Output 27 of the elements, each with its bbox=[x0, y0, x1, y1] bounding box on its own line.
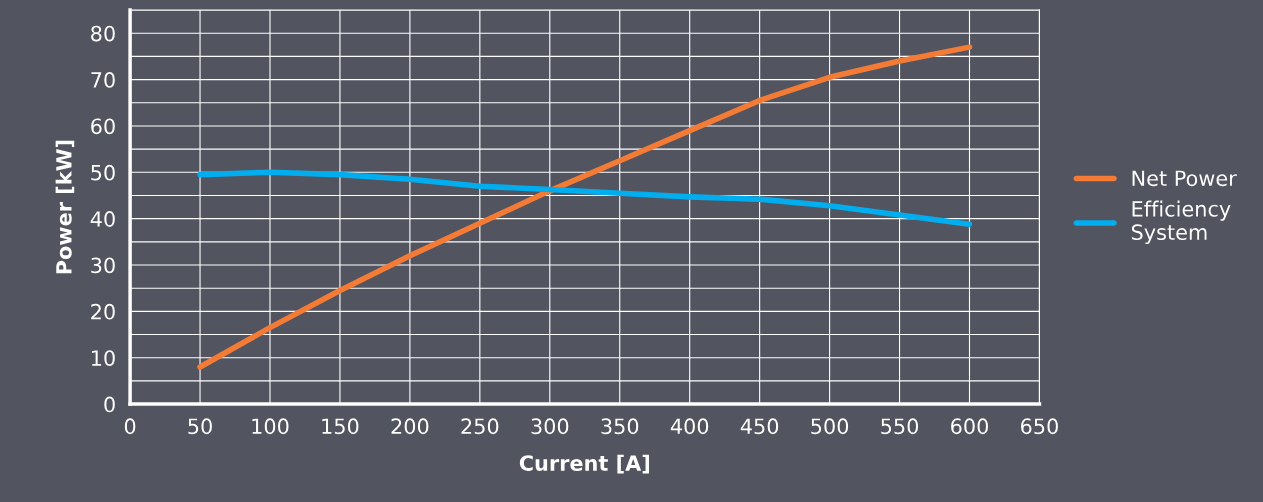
y-tick-label: 60 bbox=[91, 118, 115, 135]
legend-label: Net Power bbox=[1132, 170, 1237, 187]
x-tick-label: 250 bbox=[461, 418, 499, 435]
x-tick-label: 100 bbox=[252, 418, 289, 435]
x-tick-label: 50 bbox=[188, 418, 212, 435]
x-tick-label: 350 bbox=[601, 418, 639, 435]
x-tick-label: 300 bbox=[531, 418, 569, 435]
x-tick-label: 550 bbox=[881, 418, 919, 435]
y-tick-label: 30 bbox=[91, 257, 115, 274]
y-tick-label: 50 bbox=[91, 164, 115, 181]
x-tick-label: 400 bbox=[670, 418, 709, 435]
x-tick-label: 0 bbox=[124, 418, 136, 435]
legend-label: Efficiency System bbox=[1131, 200, 1231, 245]
x-tick-label: 200 bbox=[391, 418, 429, 435]
x-tick-label: 650 bbox=[1021, 418, 1058, 435]
y-tick-label: 70 bbox=[91, 72, 115, 88]
x-tick-label: 600 bbox=[951, 418, 988, 435]
y-tick-label: 10 bbox=[91, 350, 115, 366]
x-tick-label: 500 bbox=[811, 418, 849, 435]
y-tick-label: 40 bbox=[90, 211, 115, 227]
x-axis-title: Current [A] bbox=[519, 454, 649, 474]
y-tick-label: 20 bbox=[91, 303, 115, 320]
y-axis-title: Power [kW] bbox=[55, 140, 75, 274]
y-tick-label: 0 bbox=[104, 396, 115, 413]
x-tick-label: 150 bbox=[322, 418, 359, 435]
x-tick-label: 450 bbox=[740, 418, 779, 435]
y-tick-label: 80 bbox=[91, 25, 115, 42]
